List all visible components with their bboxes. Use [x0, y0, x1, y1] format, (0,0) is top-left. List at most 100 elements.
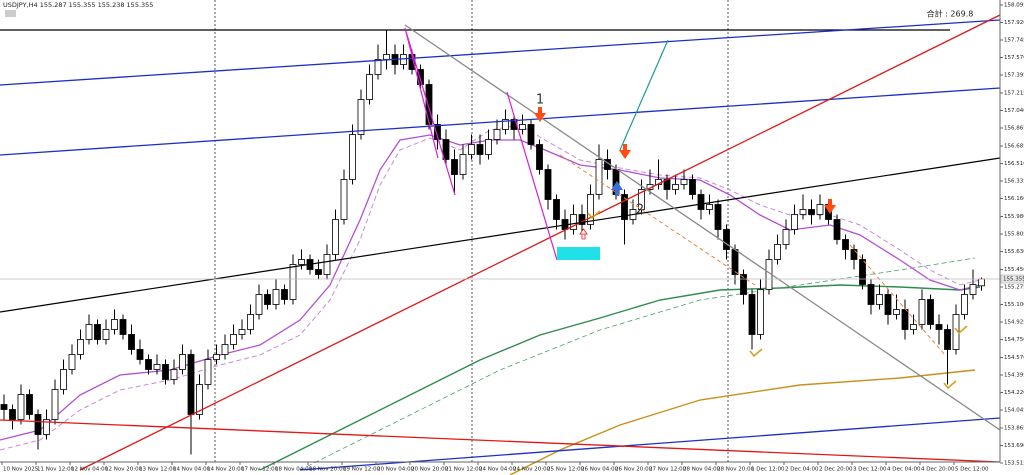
- channel-line: [0, 19, 1001, 86]
- candle-body: [442, 139, 450, 160]
- candle-body: [221, 344, 229, 355]
- candle-body: [451, 159, 458, 175]
- check-marks: [587, 210, 968, 390]
- candle-body: [51, 389, 59, 420]
- candle-body: [187, 354, 195, 415]
- candle-body: [196, 384, 203, 415]
- candle-body: [536, 144, 543, 170]
- total-label: 合計 : 269.8: [927, 9, 974, 19]
- zone-box: [557, 247, 600, 260]
- sell-arrow: [824, 199, 836, 214]
- candle-body: [910, 324, 917, 330]
- candle-body: [901, 309, 909, 330]
- y-tick-label: 157.040: [1004, 108, 1024, 114]
- y-tick-label: 157.570: [1004, 55, 1024, 61]
- x-tick-label: 24 Nov 20:00: [513, 467, 551, 473]
- candle-body: [731, 249, 739, 275]
- candle-body: [264, 294, 271, 305]
- candle-body: [17, 394, 25, 420]
- y-axis: 158.095 157.920 157.745 157.570 157.395 157.2…: [1000, 3, 1024, 467]
- candle-body: [9, 409, 16, 420]
- candle-body: [468, 144, 475, 155]
- x-tick-label: 11 Nov 12:00: [37, 467, 75, 473]
- candle-body: [757, 289, 764, 335]
- y-tick-label: 154.750: [1004, 337, 1024, 343]
- candle-body: [519, 124, 526, 130]
- x-tick-label: 26 Nov 20:00: [615, 467, 653, 473]
- gray-trend-line: [404, 24, 1001, 431]
- candle-body: [315, 269, 322, 275]
- teal-line: [619, 39, 669, 151]
- y-tick-label: 156.160: [1004, 196, 1024, 202]
- x-tick-label: 12 Nov 04:00: [71, 467, 109, 473]
- y-tick-label: 155.805: [1004, 232, 1024, 238]
- y-tick-label: 155.980: [1004, 214, 1024, 220]
- candle-body: [680, 179, 688, 185]
- wave-line: [404, 27, 456, 196]
- candle-body: [366, 74, 373, 100]
- x-tick-label: 2 Dec 04:00: [785, 467, 819, 473]
- y-tick-label: 157.395: [1004, 73, 1024, 79]
- x-tick-label: 18 Nov 20:00: [309, 467, 347, 473]
- y-tick-label: 156.335: [1004, 179, 1024, 185]
- candle-body: [213, 354, 220, 360]
- dashed-line: [849, 244, 946, 356]
- x-tick-label: 12 Nov 20:00: [105, 467, 143, 473]
- x-tick-label: 10 Nov 2025: [3, 467, 39, 473]
- x-tick-label: 2 Dec 20:00: [819, 467, 853, 473]
- x-tick-label: 18 Nov 04:00: [275, 467, 313, 473]
- candle-body: [77, 339, 84, 355]
- candle-body: [94, 324, 101, 340]
- candle-body: [162, 364, 169, 380]
- y-tick-label: 154.395: [1004, 373, 1024, 379]
- buy-arrow: [611, 181, 623, 196]
- x-tick-label: 28 Nov 04:00: [683, 467, 721, 473]
- candle-body: [961, 294, 968, 315]
- candle-body: [34, 414, 42, 435]
- candle-body: [476, 144, 484, 155]
- candle-body: [340, 179, 348, 220]
- current-price-box: [1000, 274, 1024, 284]
- candle-body: [332, 219, 339, 255]
- candle-body: [587, 194, 594, 225]
- x-tick-label: 27 Nov 12:00: [649, 467, 687, 473]
- y-tick-label: 153.515: [1004, 461, 1024, 467]
- channel-line: [299, 417, 1001, 471]
- candle-body: [876, 294, 883, 305]
- candle-body: [298, 259, 305, 265]
- candle-body: [774, 244, 781, 260]
- y-tick-label: 157.920: [1004, 20, 1024, 26]
- candle-body: [128, 334, 135, 350]
- x-tick-label: 14 Nov 20:00: [207, 467, 245, 473]
- ma-green: [259, 284, 981, 471]
- candle-body: [289, 264, 297, 300]
- candle-body: [502, 119, 509, 130]
- candle-body: [383, 54, 390, 60]
- y-tick-label: 154.925: [1004, 320, 1024, 326]
- x-tick-label: 25 Nov 12:00: [547, 467, 585, 473]
- candle-body: [238, 329, 246, 335]
- check-mark: [943, 380, 957, 390]
- wave-label: 2: [636, 203, 644, 218]
- candle-body: [706, 204, 713, 210]
- candle-body: [357, 99, 365, 135]
- x-tick-label: 24 Nov 04:00: [479, 467, 517, 473]
- candle-body: [816, 204, 824, 215]
- ma-green-dashed: [299, 257, 976, 471]
- candle-body: [255, 294, 263, 315]
- candle-body: [179, 354, 186, 370]
- candle-body: [60, 369, 67, 390]
- x-tick-label: 13 Nov 12:00: [139, 467, 177, 473]
- candle-body: [893, 309, 900, 315]
- y-tick-label: 154.570: [1004, 355, 1024, 361]
- candle-body: [119, 319, 127, 335]
- candle-body: [714, 204, 722, 230]
- y-tick-label: 156.510: [1004, 161, 1024, 167]
- candle-body: [434, 124, 441, 140]
- symbol-header: USDJPY,H4 155.287 155.355 155.238 155.35…: [3, 1, 153, 9]
- candle-body: [0, 404, 8, 410]
- panel-button[interactable]: [5, 10, 16, 17]
- candle-body: [867, 284, 875, 305]
- candle-body: [884, 294, 892, 315]
